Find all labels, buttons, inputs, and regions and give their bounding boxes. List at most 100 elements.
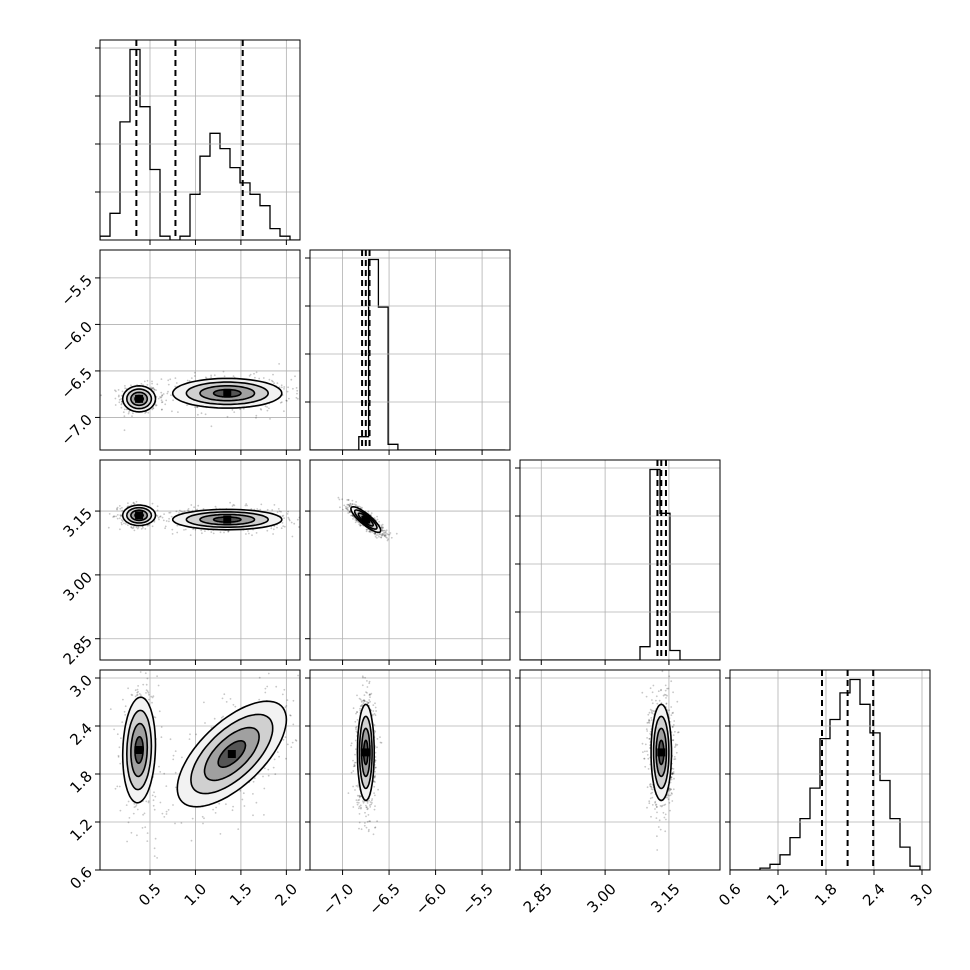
sample-point xyxy=(360,705,362,707)
sample-point xyxy=(364,677,366,679)
sample-point xyxy=(282,525,284,527)
sample-point xyxy=(369,696,371,698)
sample-point xyxy=(374,517,376,519)
sample-point xyxy=(354,721,356,723)
sample-point xyxy=(120,515,122,517)
sample-point xyxy=(358,828,360,830)
sample-point xyxy=(141,528,143,530)
sample-point xyxy=(152,795,154,797)
sample-point xyxy=(131,527,133,529)
sample-point xyxy=(171,529,173,531)
sample-point xyxy=(211,425,213,427)
sample-point xyxy=(125,705,127,707)
x-tick-label: −7.0 xyxy=(319,880,357,918)
sample-point xyxy=(374,702,376,704)
sample-point xyxy=(283,689,285,691)
sample-point xyxy=(187,380,189,382)
sample-point xyxy=(166,813,168,815)
sample-point xyxy=(348,499,350,501)
sample-point xyxy=(367,821,369,823)
density-peak xyxy=(362,516,370,524)
sample-point xyxy=(108,527,110,529)
sample-point xyxy=(202,823,204,825)
sample-point xyxy=(288,398,290,400)
sample-point xyxy=(136,692,138,694)
sample-point xyxy=(250,374,252,376)
sample-point xyxy=(374,724,376,726)
sample-point xyxy=(351,742,353,744)
sample-point xyxy=(152,407,154,409)
sample-point xyxy=(375,536,377,538)
sample-point xyxy=(352,503,354,505)
sample-point xyxy=(378,521,380,523)
sample-point xyxy=(215,812,217,814)
density-peak xyxy=(362,748,370,756)
sample-point xyxy=(161,399,163,401)
sample-point xyxy=(115,398,117,400)
sample-point xyxy=(153,799,155,801)
sample-point xyxy=(153,805,155,807)
sample-point xyxy=(318,394,320,396)
sample-point xyxy=(168,518,170,520)
sample-point xyxy=(154,521,156,523)
sample-point xyxy=(284,526,286,528)
sample-point xyxy=(151,696,153,698)
sample-point xyxy=(352,760,354,762)
sample-point xyxy=(281,387,283,389)
sample-point xyxy=(161,409,163,411)
sample-point xyxy=(377,789,379,791)
sample-point xyxy=(297,675,299,677)
density-peak xyxy=(135,511,143,519)
sample-point xyxy=(358,795,360,797)
sample-point xyxy=(156,675,158,677)
sample-point xyxy=(376,820,378,822)
sample-point xyxy=(127,687,129,689)
y-tick-label: 0.6 xyxy=(66,863,96,893)
sample-point xyxy=(292,536,294,538)
sample-point xyxy=(382,524,384,526)
sample-point xyxy=(283,386,285,388)
sample-point xyxy=(176,382,178,384)
sample-point xyxy=(375,710,377,712)
sample-point xyxy=(124,387,126,389)
sample-point xyxy=(263,788,265,790)
sample-point xyxy=(374,776,376,778)
sample-point xyxy=(131,415,133,417)
sample-point xyxy=(391,537,393,539)
sample-point xyxy=(656,817,658,819)
sample-point xyxy=(163,393,165,395)
sample-point xyxy=(290,715,292,717)
sample-point xyxy=(234,706,236,708)
sample-point xyxy=(167,391,169,393)
sample-point xyxy=(130,384,132,386)
sample-point xyxy=(349,511,351,513)
sample-point xyxy=(386,529,388,531)
sample-point xyxy=(233,411,235,413)
sample-point xyxy=(118,395,120,397)
sample-point xyxy=(342,509,344,511)
sample-point xyxy=(645,744,647,746)
sample-point xyxy=(369,806,371,808)
sample-point xyxy=(286,705,288,707)
sample-point xyxy=(355,728,357,730)
sample-point xyxy=(181,757,183,759)
sample-point xyxy=(154,809,156,811)
sample-point xyxy=(202,816,204,818)
sample-point xyxy=(310,729,312,731)
sample-point xyxy=(171,410,173,412)
sample-point xyxy=(242,799,244,801)
sample-point xyxy=(274,773,276,775)
sample-point xyxy=(642,751,644,753)
sample-point xyxy=(166,811,168,813)
sample-point xyxy=(161,378,163,380)
sample-point xyxy=(357,804,359,806)
panel-frame xyxy=(310,460,510,660)
sample-point xyxy=(135,696,137,698)
sample-point xyxy=(350,515,352,517)
sample-point xyxy=(387,540,389,542)
sample-point xyxy=(375,826,377,828)
sample-point xyxy=(269,418,271,420)
sample-point xyxy=(352,518,354,520)
sample-point xyxy=(287,391,289,393)
sample-point xyxy=(164,527,166,529)
